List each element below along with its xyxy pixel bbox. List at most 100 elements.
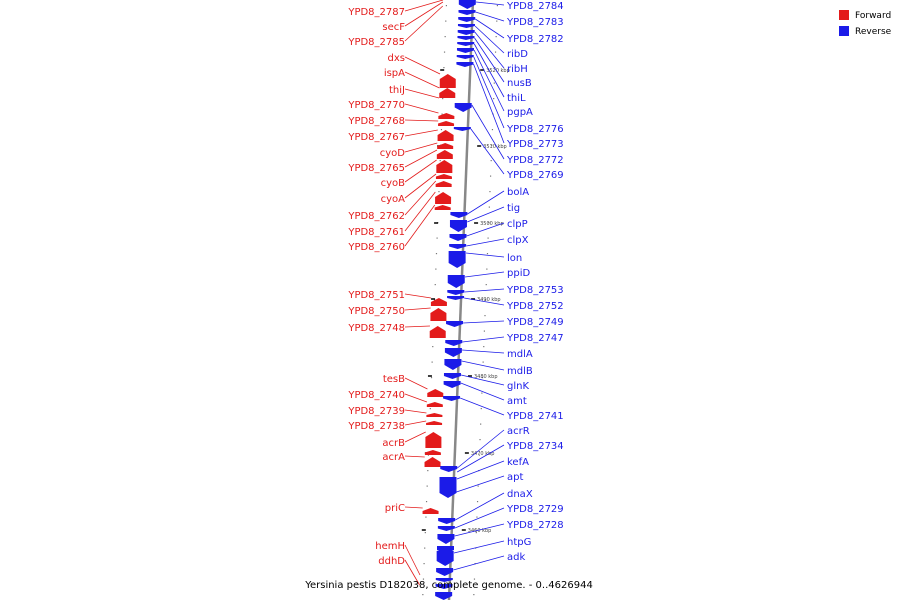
- forward-label-leader: [404, 1, 444, 27]
- forward-label-leader: [404, 180, 437, 216]
- scale-dot: [439, 160, 441, 162]
- reverse-gene-label: acrR: [507, 426, 530, 437]
- scale-tick-label: 3520 kbp: [486, 68, 510, 74]
- forward-label-leader: [404, 0, 444, 12]
- reverse-gene-arrow: [443, 373, 461, 379]
- scale-dot: [443, 51, 446, 53]
- reverse-label-leader: [461, 360, 505, 371]
- scale-tick-label: 3500 kbp: [480, 221, 504, 227]
- reverse-gene-label: YPD8_2784: [506, 1, 564, 12]
- reverse-label-leader: [453, 540, 505, 554]
- scale-dot: [473, 594, 475, 596]
- scale-dot: [495, 36, 497, 38]
- reverse-gene-arrow: [447, 275, 465, 288]
- forward-label-leader: [404, 325, 430, 328]
- reverse-gene-label: YPD8_2773: [506, 139, 564, 150]
- scale-dot: [444, 36, 446, 38]
- forward-gene-arrow: [437, 143, 454, 149]
- reverse-label-leader: [460, 382, 505, 401]
- reverse-gene-label: lon: [507, 253, 522, 264]
- forward-label-leader: [404, 71, 440, 89]
- forward-label-leader: [404, 191, 436, 232]
- reverse-gene-arrow: [449, 220, 467, 232]
- reverse-label-leader: [464, 297, 505, 306]
- forward-label-leader: [404, 377, 428, 390]
- scale-dot: [486, 253, 489, 255]
- reverse-gene-label: pgpA: [507, 107, 533, 118]
- reverse-gene-label: clpX: [507, 235, 529, 246]
- reverse-gene-arrow: [456, 62, 474, 67]
- forward-gene-label: cyoB: [381, 178, 406, 189]
- scale-dot: [431, 361, 433, 363]
- scale-tick-label: 3460 kbp: [468, 528, 492, 534]
- forward-gene-label: YPD8_2761: [347, 227, 405, 238]
- forward-gene-arrow: [424, 450, 441, 455]
- scale-dot: [440, 129, 443, 131]
- scale-dot: [434, 284, 436, 286]
- scale-dot: [473, 578, 476, 580]
- reverse-gene-label: YPD8_2741: [506, 411, 564, 422]
- reverse-gene-label: ribD: [507, 49, 528, 60]
- reverse-gene-label: bolA: [507, 187, 529, 198]
- reverse-label-leader: [465, 252, 505, 258]
- reverse-gene-arrow: [456, 48, 474, 53]
- forward-label-leader: [404, 455, 425, 458]
- forward-gene-arrow: [426, 413, 443, 417]
- reverse-gene-arrow: [443, 381, 461, 388]
- forward-gene-arrow: [437, 130, 454, 141]
- scale-dot: [489, 191, 491, 193]
- forward-label-leader: [404, 431, 426, 443]
- scale-dot: [432, 346, 434, 348]
- forward-gene-label: YPD8_2738: [347, 421, 405, 432]
- legend-swatch-forward: [839, 10, 849, 20]
- reverse-gene-label: mdlA: [507, 349, 533, 360]
- forward-gene-arrow: [439, 74, 456, 88]
- forward-label-leader: [404, 149, 438, 168]
- reverse-label-leader: [474, 25, 505, 54]
- forward-gene-arrow: [426, 421, 443, 425]
- forward-gene-label: YPD8_2762: [347, 211, 405, 222]
- reverse-gene-arrow: [439, 477, 457, 498]
- scale-dot: [438, 191, 440, 193]
- forward-label-leader: [404, 409, 427, 414]
- reverse-gene-arrow: [437, 526, 455, 531]
- scale-dot: [485, 284, 487, 286]
- forward-gene-label: YPD8_2760: [347, 242, 405, 253]
- forward-gene-label: ispA: [384, 68, 405, 79]
- forward-label-leader: [404, 420, 427, 426]
- forward-gene-label: YPD8_2768: [347, 116, 405, 127]
- legend: Forward Reverse: [839, 10, 892, 37]
- scale-dot: [482, 361, 484, 363]
- forward-gene-arrow: [422, 508, 439, 514]
- forward-gene-arrow: [438, 113, 455, 119]
- forward-label-leader: [404, 142, 438, 153]
- forward-gene-arrow: [425, 432, 442, 448]
- scale-dot: [479, 439, 481, 441]
- forward-label-leader: [404, 307, 431, 311]
- scale-dot: [476, 501, 479, 503]
- forward-gene-arrow: [435, 174, 452, 179]
- reverse-gene-label: YPD8_2776: [506, 124, 564, 135]
- scale-dot: [493, 98, 495, 100]
- reverse-gene-arrow: [435, 592, 453, 600]
- scale-dot: [490, 160, 492, 162]
- reverse-label-leader: [473, 43, 505, 98]
- reverse-gene-label: YPD8_2782: [506, 34, 564, 45]
- reverse-label-leader: [470, 128, 505, 175]
- reverse-gene-arrow: [448, 251, 466, 268]
- forward-gene-arrow: [436, 160, 453, 173]
- reverse-gene-label: amt: [507, 396, 527, 407]
- scale-dot: [427, 470, 429, 472]
- forward-gene-label: cyoD: [380, 148, 406, 159]
- scale-dot: [424, 532, 426, 534]
- reverse-gene-arrow: [454, 103, 472, 112]
- reverse-gene-arrow: [443, 396, 461, 401]
- scale-dot: [485, 299, 487, 301]
- scale-tick-label: 3490 kbp: [477, 297, 501, 303]
- reverse-gene-arrow: [458, 10, 476, 15]
- reverse-gene-arrow: [447, 296, 465, 300]
- reverse-gene-label: thiL: [507, 93, 526, 104]
- reverse-gene-label: nusB: [507, 78, 532, 89]
- forward-gene-label: YPD8_2765: [347, 163, 405, 174]
